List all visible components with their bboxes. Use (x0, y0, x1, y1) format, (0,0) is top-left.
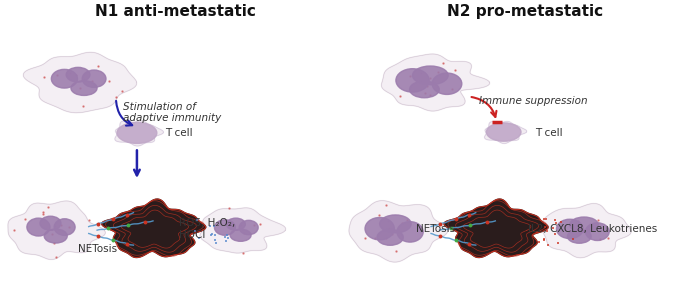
Text: N1 anti-metastatic: N1 anti-metastatic (95, 4, 256, 19)
Polygon shape (444, 199, 548, 258)
Text: Immune suppression: Immune suppression (480, 96, 588, 106)
Ellipse shape (117, 122, 157, 143)
Ellipse shape (214, 220, 235, 235)
Polygon shape (349, 201, 448, 262)
Ellipse shape (377, 229, 403, 245)
Ellipse shape (82, 70, 106, 87)
Polygon shape (382, 54, 490, 111)
Ellipse shape (365, 218, 394, 240)
Ellipse shape (44, 229, 67, 243)
Polygon shape (484, 121, 526, 143)
Ellipse shape (230, 229, 251, 241)
Polygon shape (115, 121, 163, 146)
Ellipse shape (568, 230, 592, 243)
Polygon shape (541, 204, 631, 258)
Ellipse shape (54, 219, 75, 235)
Ellipse shape (585, 223, 609, 241)
Text: Stimulation of
adaptive immunity: Stimulation of adaptive immunity (123, 102, 221, 124)
Polygon shape (200, 208, 286, 253)
Ellipse shape (40, 216, 61, 230)
Ellipse shape (239, 220, 258, 235)
Ellipse shape (66, 67, 90, 82)
Ellipse shape (556, 219, 583, 239)
Ellipse shape (396, 69, 429, 92)
Ellipse shape (71, 81, 97, 95)
Text: IL2, CXCL8, Leukotrienes: IL2, CXCL8, Leukotrienes (528, 224, 657, 234)
Text: NETosis: NETosis (78, 244, 117, 254)
Ellipse shape (397, 222, 424, 242)
Ellipse shape (410, 81, 439, 98)
Polygon shape (23, 52, 136, 113)
Text: N2 pro-metastatic: N2 pro-metastatic (447, 4, 603, 19)
Ellipse shape (51, 69, 78, 88)
Ellipse shape (379, 215, 411, 233)
Polygon shape (102, 199, 206, 258)
Ellipse shape (432, 73, 462, 94)
Ellipse shape (27, 218, 50, 236)
Text: T cell: T cell (535, 128, 563, 138)
Ellipse shape (486, 123, 521, 141)
Text: ROS, H₂O₂,
HOCl: ROS, H₂O₂, HOCl (178, 218, 235, 240)
Ellipse shape (570, 217, 598, 232)
Text: T cell: T cell (165, 128, 192, 138)
Ellipse shape (226, 218, 245, 230)
Polygon shape (8, 201, 105, 260)
Ellipse shape (412, 66, 448, 85)
Text: NETosis: NETosis (416, 224, 456, 234)
